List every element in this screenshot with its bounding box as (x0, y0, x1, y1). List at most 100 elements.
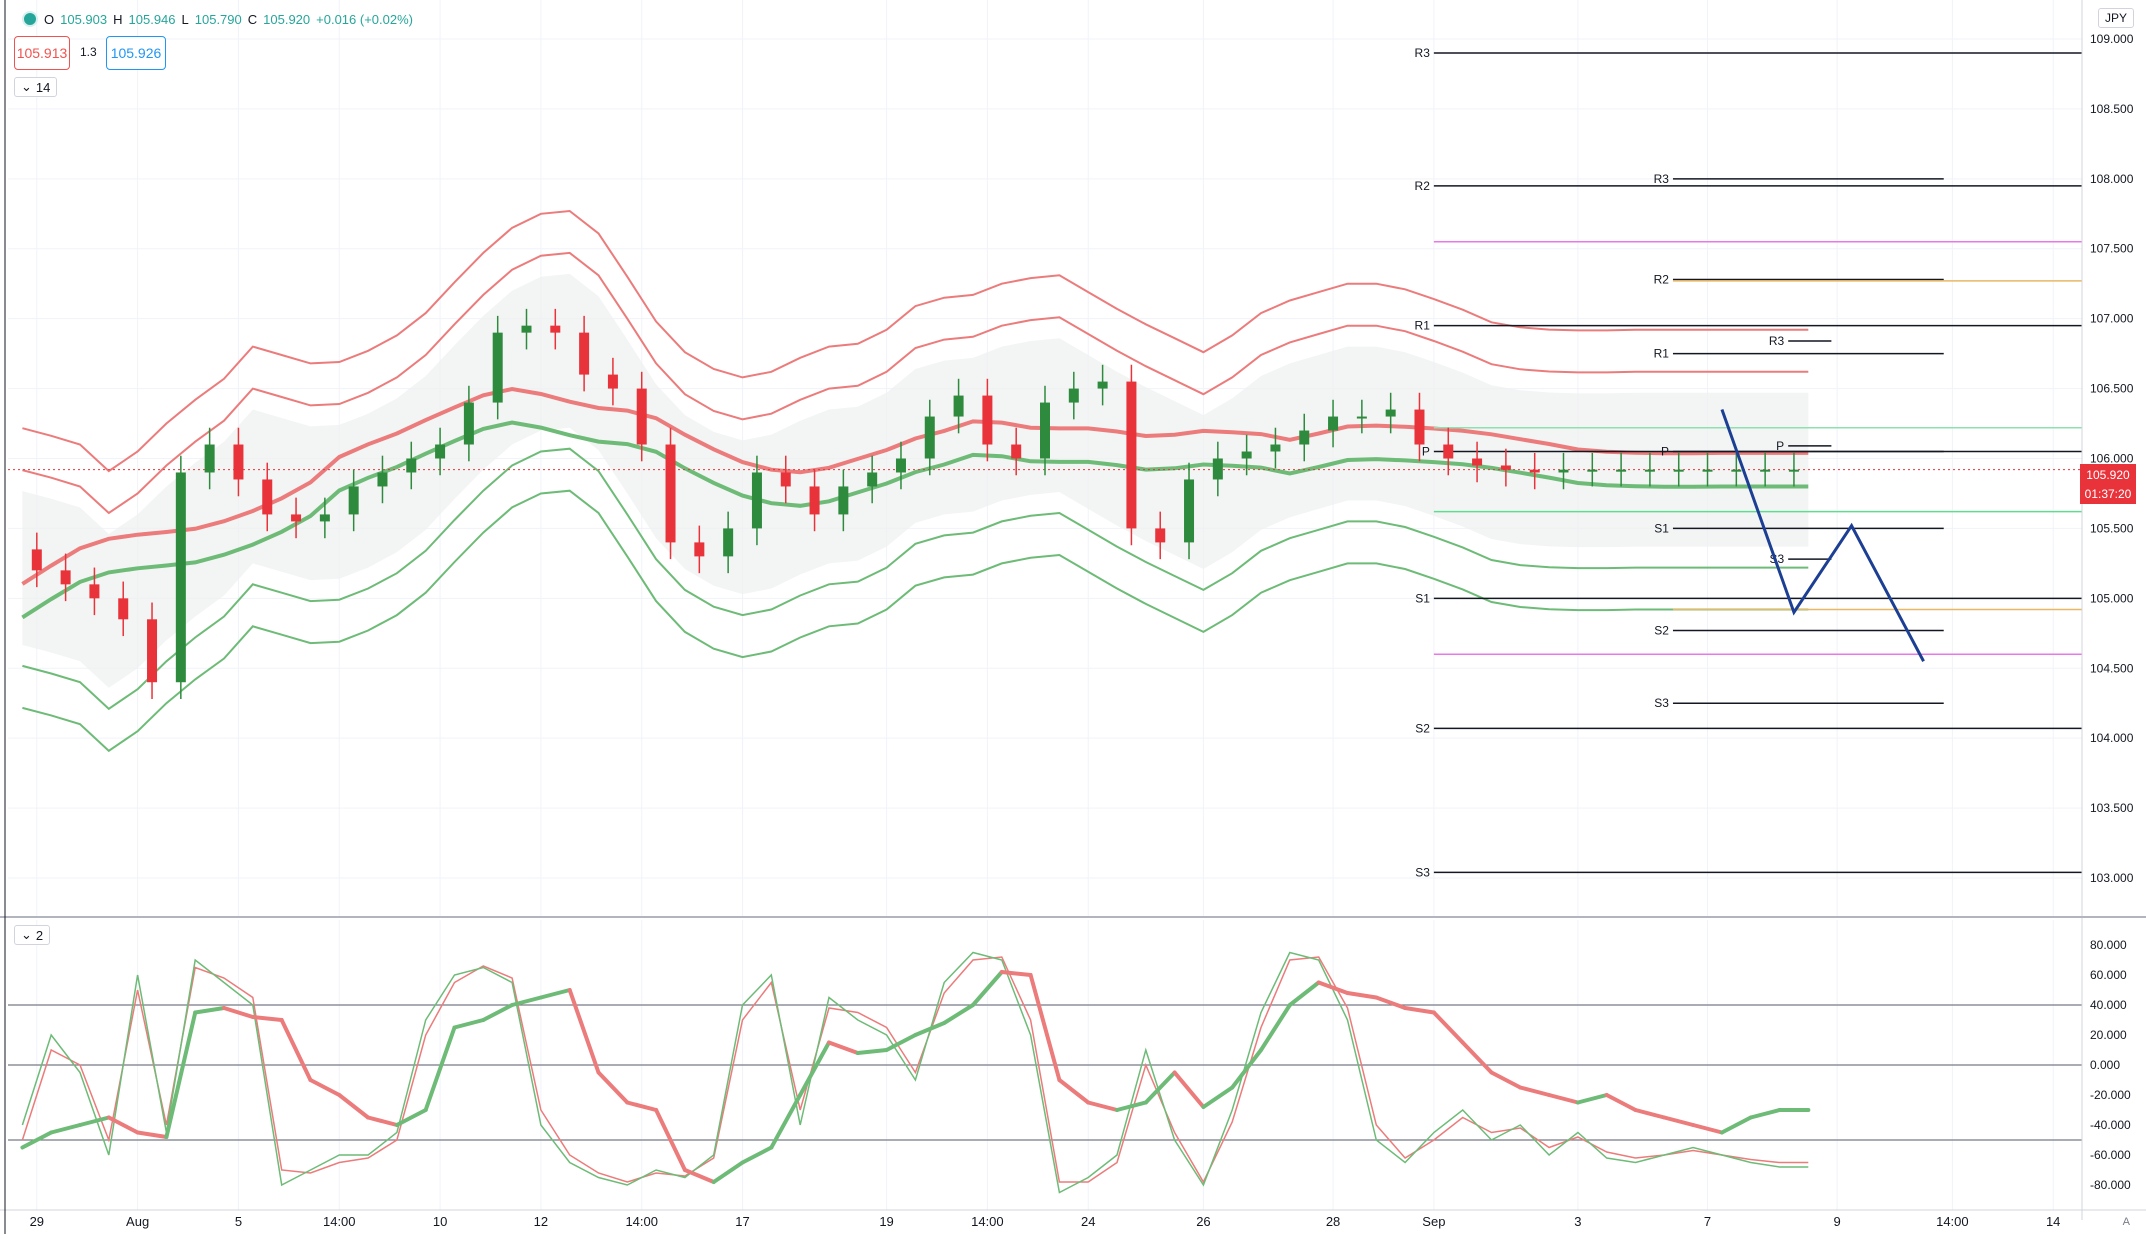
osc-main-segment (798, 1040, 831, 1097)
legend-h-label: H (113, 11, 123, 27)
legend-l-label: L (181, 11, 189, 27)
candle-body (723, 528, 734, 557)
candle-body (838, 486, 849, 515)
market-status-icon[interactable] (22, 11, 38, 27)
outer-lower-band (22, 489, 1809, 753)
osc-main-segment (193, 1006, 227, 1015)
osc-main-segment (1547, 1093, 1580, 1105)
ohlc-legend: O 105.903 H 105.946 L 105.790 C 105.920 +0.0… (22, 9, 413, 29)
legend-h: 105.946 (128, 11, 176, 27)
osc-main-segment (1345, 991, 1379, 1000)
osc-main-segment (49, 1123, 83, 1135)
osc-tick: -80.000 (2090, 1178, 2131, 1192)
legend-o-label: O (44, 11, 55, 27)
band-fill (22, 273, 1809, 688)
candle-body (175, 472, 186, 683)
candle-body (636, 388, 647, 445)
osc-main-segment (884, 1033, 918, 1052)
inner-pivot-s2-label: S2 (1654, 623, 1669, 637)
candle-body (1212, 458, 1223, 480)
osc-main-segment (1374, 995, 1408, 1010)
osc-main-segment (510, 995, 543, 1007)
price-tick: 109.000 (2090, 32, 2134, 46)
last-price-label-bg (2080, 464, 2136, 504)
price-tick: 106.000 (2090, 451, 2134, 465)
osc-main-segment (538, 988, 572, 1000)
weekly-pivot-s3-label: S3 (1415, 865, 1430, 879)
projection-path[interactable] (1720, 409, 1925, 662)
osc-tick: -60.000 (2090, 1148, 2131, 1162)
candle-body (1558, 469, 1569, 473)
main-pane-toggle[interactable]: ⌄ 14 (14, 77, 58, 97)
candle-body (924, 416, 935, 459)
candle-body (492, 332, 503, 403)
inner-upper-band (22, 251, 1809, 515)
candle-body (406, 458, 417, 473)
osc-main-segment (20, 1130, 54, 1150)
osc-tick: -40.000 (2090, 1118, 2131, 1132)
osc-main-segment (1604, 1093, 1638, 1112)
oscillator-pane (8, 951, 2082, 1194)
osc-main-segment (740, 1145, 774, 1165)
sell-price-button[interactable]: 105.913 (14, 36, 70, 70)
candle-body (262, 479, 273, 515)
candle-body (1299, 430, 1310, 445)
time-tick: 14:00 (323, 1214, 356, 1229)
osc-main-segment (1287, 980, 1321, 1007)
time-tick: 29 (30, 1214, 44, 1229)
osc-main-segment (826, 1040, 860, 1055)
last-price-label: 105.920 (2086, 468, 2130, 482)
auto-scale-button[interactable]: A (2122, 1216, 2130, 1228)
osc-main-segment (250, 1015, 284, 1022)
candle-body (204, 444, 215, 473)
candle-body (1529, 469, 1540, 473)
spread-value: 1.3 (80, 45, 97, 59)
time-tick: Sep (1422, 1214, 1445, 1229)
osc-main-segment (1028, 973, 1062, 1082)
osc-main-segment (1748, 1108, 1782, 1120)
osc-main-segment (222, 1006, 255, 1019)
currency-badge[interactable]: JPY (2097, 8, 2134, 28)
candle-body (694, 542, 705, 557)
osc-tick: 20.000 (2090, 1028, 2127, 1042)
candle-body (1414, 409, 1425, 445)
osc-main-segment (135, 1130, 169, 1139)
candle-body (463, 402, 474, 445)
time-tick: 19 (879, 1214, 893, 1229)
osc-main-segment (308, 1078, 342, 1097)
candle-body (31, 549, 42, 571)
candle-body (147, 619, 158, 683)
candle-body (118, 598, 129, 620)
time-tick: 24 (1081, 1214, 1095, 1229)
time-tick: 14:00 (971, 1214, 1004, 1229)
candle-body (1616, 469, 1627, 472)
candle-body (1500, 465, 1511, 470)
buy-price-button[interactable]: 105.926 (106, 36, 166, 70)
candle-body (1241, 451, 1252, 459)
daily-pivot-r3-label: R3 (1769, 334, 1785, 348)
weekly-pivot-p-label: P (1422, 445, 1430, 459)
osc-main-segment (913, 1021, 947, 1037)
time-tick: 14 (2046, 1214, 2060, 1229)
osc-main-segment (164, 1010, 198, 1139)
osc-main-segment (1201, 1085, 1235, 1109)
candle-body (1068, 388, 1079, 403)
candle-body (550, 325, 561, 333)
weekly-pivot-r1-label: R1 (1415, 319, 1431, 333)
chevron-down-icon: ⌄ (21, 927, 32, 942)
candle-body (1587, 469, 1598, 472)
main-pane-count: 14 (35, 79, 51, 95)
chevron-down-icon: ⌄ (21, 79, 32, 94)
osc-fast-line (21, 951, 1809, 1194)
price-tick: 106.500 (2090, 382, 2134, 396)
osc-main-segment (625, 1100, 659, 1112)
candle-body (809, 486, 820, 515)
inner-pivot-s1-label: S1 (1654, 521, 1669, 535)
oscillator-pane-toggle[interactable]: ⌄ 2 (14, 925, 51, 945)
candle-body (579, 332, 590, 375)
inner-pivot-r2-label: R2 (1654, 273, 1670, 287)
time-tick: 5 (235, 1214, 242, 1229)
price-labels: 105.920 01:37:20 (2080, 464, 2136, 504)
candle-body (982, 395, 993, 445)
